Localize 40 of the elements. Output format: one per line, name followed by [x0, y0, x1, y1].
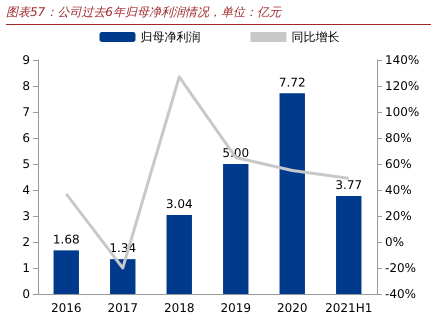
legend-label: 归母净利润 — [140, 30, 200, 44]
x-tick-label: 2020 — [276, 301, 308, 315]
y2-tick-label: 120% — [385, 79, 420, 93]
chart-title: 图表57：公司过去6年归母净利润情况，单位：亿元 — [6, 4, 431, 25]
y-tick-label: 8 — [22, 79, 30, 93]
x-tick-label: 2021H1 — [325, 301, 372, 315]
y-tick-label: 6 — [22, 131, 30, 145]
y2-tick-label: 40% — [385, 183, 412, 197]
bar — [166, 214, 192, 294]
x-tick-label: 2019 — [220, 301, 252, 315]
data-label: 1.68 — [52, 232, 80, 246]
y-tick-label: 1 — [22, 261, 30, 275]
x-tick-label: 2018 — [164, 301, 195, 315]
bar — [54, 250, 79, 294]
y-tick-label: 9 — [22, 53, 30, 67]
bar — [280, 93, 305, 294]
bar — [336, 196, 362, 294]
x-tick-label: 2017 — [107, 301, 138, 315]
y2-tick-label: 20% — [385, 209, 412, 223]
y2-tick-label: 140% — [385, 53, 420, 67]
y2-tick-label: 60% — [385, 157, 412, 171]
y-tick-label: 0 — [22, 287, 30, 301]
y2-tick-label: 100% — [385, 105, 420, 119]
y2-tick-label: 80% — [385, 131, 412, 145]
data-label: 3.04 — [166, 196, 193, 211]
y-tick-label: 4 — [22, 183, 30, 197]
y2-tick-label: -40% — [385, 287, 416, 301]
data-label: 3.77 — [335, 178, 362, 192]
y-tick-label: 3 — [22, 209, 30, 223]
bar — [223, 164, 248, 294]
y-tick-label: 2 — [22, 235, 30, 249]
y-tick-label: 5 — [22, 157, 30, 171]
data-label: 7.72 — [278, 75, 306, 90]
bar — [110, 259, 136, 294]
y2-tick-label: 0% — [385, 235, 404, 249]
x-tick-label: 2016 — [50, 301, 82, 315]
y2-tick-label: -20% — [385, 261, 416, 275]
data-label: 5.00 — [222, 146, 250, 160]
legend-label: 同比增长 — [292, 30, 340, 44]
y-tick-label: 7 — [22, 105, 30, 119]
